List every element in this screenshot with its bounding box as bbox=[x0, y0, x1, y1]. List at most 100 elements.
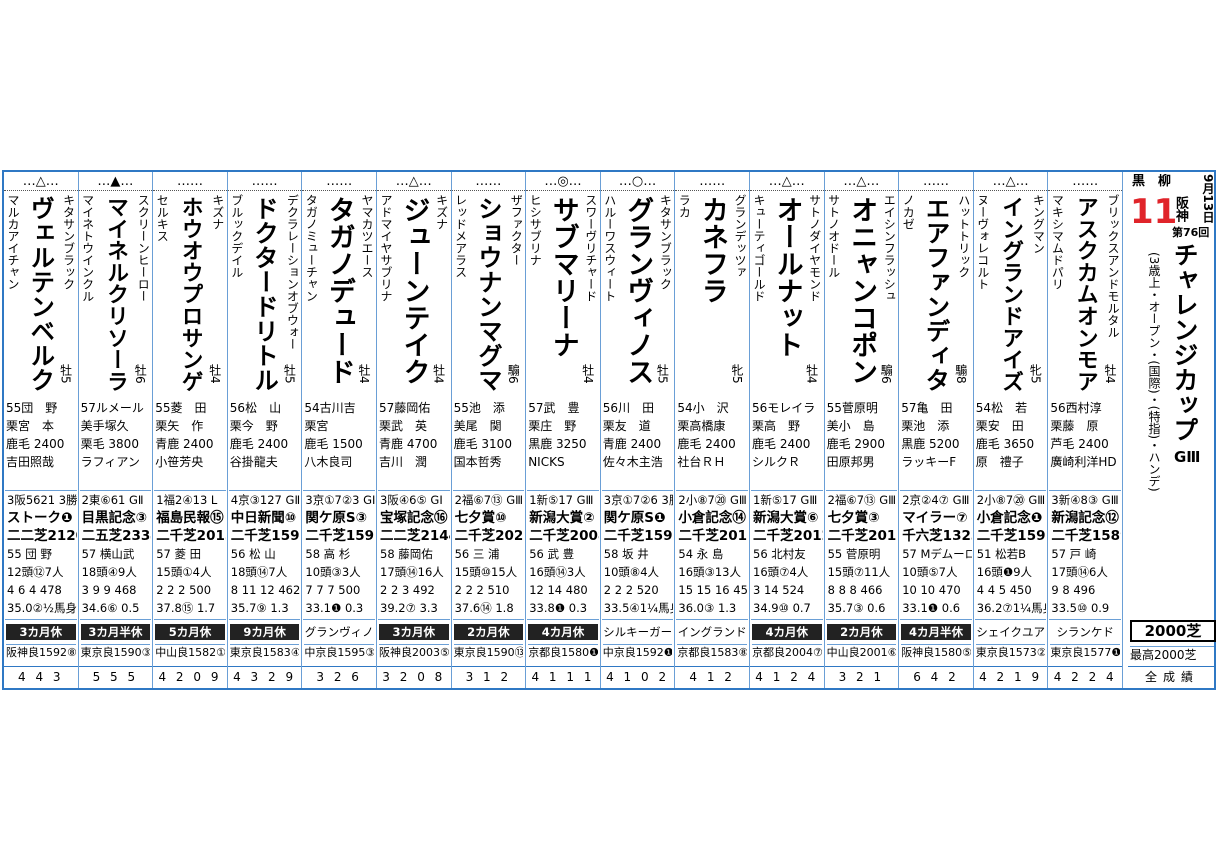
best-time: 東京良1577❶ bbox=[1050, 644, 1120, 659]
coat-prize: 芦毛 2400 bbox=[1050, 437, 1109, 451]
best-time: 中山良2001⑥ bbox=[826, 644, 897, 659]
previous-race-line: ストーク❶ bbox=[7, 510, 73, 526]
previous-race-line: 3 14 524 bbox=[753, 583, 805, 597]
previous-race-line: 36.2⑦1¼馬身 bbox=[976, 601, 1047, 615]
previous-race-line: 七夕賞③ bbox=[827, 510, 880, 526]
previous-race-line: 七夕賞⑩ bbox=[454, 510, 507, 526]
career-record: 4 4 3 11 bbox=[4, 666, 78, 688]
rest-period: 3カ月休 bbox=[379, 624, 449, 640]
trainer: 栗宮 本 bbox=[6, 419, 55, 433]
owner: 吉川 潤 bbox=[379, 455, 428, 469]
previous-race-line: 1福2④13 L bbox=[156, 493, 218, 507]
previous-race-line: 33.1❶ 0.6 bbox=[902, 601, 961, 615]
rest-period: 4カ月休 bbox=[528, 624, 598, 640]
edition: 第76回 bbox=[1172, 226, 1210, 239]
dam: セルキス bbox=[155, 194, 170, 242]
horse-column: …◎… スワーヴリチャード ヒシサブリナ サブマリーナ 牡4 57武 豊栗庄 野黒鹿 32… bbox=[526, 172, 601, 688]
coat-prize: 鹿毛 1500 bbox=[304, 437, 363, 451]
previous-race-line: 54 永 島 bbox=[678, 547, 724, 561]
previous-race-line: 16頭⑦4人 bbox=[753, 565, 809, 579]
previous-race-line: 10 10 470 bbox=[902, 583, 961, 597]
sire: サトノダイヤモンド bbox=[807, 194, 822, 302]
previous-race-line: 12頭⑫7人 bbox=[7, 565, 64, 579]
sex-age: 牡6 bbox=[133, 364, 148, 384]
race-winner: グランヴィノ bbox=[304, 625, 374, 639]
previous-race-line: 千六芝1323 bbox=[902, 528, 972, 544]
coat-prize: 青鹿 2400 bbox=[155, 437, 214, 451]
sex-age: 牡4 bbox=[804, 364, 819, 384]
dam: サトノオドール bbox=[826, 194, 841, 278]
trainer: 栗藤 原 bbox=[1050, 419, 1099, 433]
previous-race-line: 12 14 480 bbox=[529, 583, 588, 597]
best-time: 阪神良1592⑧ bbox=[6, 644, 76, 659]
previous-race-line: 3新④8③ GⅢ bbox=[1051, 493, 1119, 507]
previous-race-line: 二二芝2144 bbox=[380, 528, 450, 544]
rest-period: 5カ月休 bbox=[155, 624, 225, 640]
owner: 佐々木主浩 bbox=[602, 455, 663, 469]
best-time: 東京良1583④ bbox=[229, 644, 300, 659]
coat-prize: 鹿毛 2400 bbox=[752, 437, 811, 451]
best-time: 京都良1583⑧ bbox=[677, 644, 747, 659]
horse-column: …… キズナ セルキス ホウオウプロサンゲ 牡4 55菱 田栗矢 作青鹿 2400 小笹芳央… bbox=[153, 172, 228, 688]
prediction-mark: …… bbox=[153, 174, 227, 191]
owner: 谷掛龍夫 bbox=[229, 455, 278, 469]
previous-race-line: 2京②4⑦ GⅢ bbox=[902, 493, 970, 507]
prediction-mark: …○… bbox=[600, 174, 675, 191]
jockey: 54松 若 bbox=[975, 401, 1028, 415]
previous-race: 2京②4⑦ GⅢ マイラー⑦ 千六芝1323 57 Mデムーロ 10頭⑤7人 10 10 … bbox=[900, 490, 972, 620]
previous-race-line: 34.6⑥ 0.5 bbox=[81, 601, 140, 615]
previous-race-line: 小倉記念❶ bbox=[976, 510, 1043, 526]
prediction-mark: …… bbox=[1048, 174, 1122, 191]
career-record: 3 2 0 8 bbox=[377, 666, 451, 687]
previous-race-line: マイラー⑦ bbox=[902, 510, 968, 526]
previous-race-line: 15頭⑦11人 bbox=[827, 565, 891, 579]
jockey: 55池 添 bbox=[453, 401, 505, 415]
race-date: 9月13日 bbox=[1201, 174, 1215, 224]
coat-prize: 栗毛 3800 bbox=[80, 437, 139, 451]
race-title: チャレンジカップ bbox=[1170, 242, 1199, 442]
best-time: 京都良1580❶ bbox=[528, 644, 598, 659]
previous-race-line: 2小⑧7⑳ GⅢ bbox=[678, 493, 747, 507]
sex-age: 騸6 bbox=[506, 364, 521, 384]
previous-race-line: 二千芝1599 bbox=[976, 528, 1047, 544]
previous-race-line: 15 15 16 452 bbox=[678, 583, 748, 597]
previous-race: 3新④8③ GⅢ 新潟記念⑫ 二千芝1589 57 戸 崎 17頭⑭6人 9 8 496 3… bbox=[1049, 490, 1121, 620]
prediction-mark: …△… bbox=[4, 174, 78, 191]
previous-race-line: 4 4 5 450 bbox=[976, 583, 1032, 597]
previous-race-line: 15頭①4人 bbox=[156, 565, 212, 579]
coat-prize: 鹿毛 3650 bbox=[975, 437, 1035, 451]
jockey: 56川 田 bbox=[602, 401, 655, 415]
previous-race-line: 8 11 12 462 bbox=[230, 583, 301, 597]
sex-age: 牡4 bbox=[431, 364, 446, 384]
prediction-mark: …… bbox=[227, 174, 302, 191]
sire: ザファクター bbox=[509, 194, 524, 266]
coat-prize: 黒鹿 5200 bbox=[901, 437, 960, 451]
jockey: 56西村淳 bbox=[1050, 401, 1102, 415]
prediction-mark: …△… bbox=[824, 174, 899, 191]
previous-race-line: 二千芝2023 bbox=[454, 528, 525, 544]
trainer: 栗宮 bbox=[304, 419, 329, 433]
previous-race-line: 56 松 山 bbox=[230, 547, 276, 561]
career-record: 4 1 1 1 bbox=[526, 666, 600, 687]
owner: シルクＲ bbox=[752, 455, 801, 469]
dam: マルカアイチャン bbox=[6, 194, 20, 290]
previous-race-line: 35.0②½馬身 bbox=[7, 601, 77, 615]
race-card: 黒 柳 9月13日 11 阪神 第76回 チャレンジカップ GⅢ (3歳上・オー… bbox=[2, 170, 1216, 690]
horse-column: …… デクラレーションオブウォー ブルックデイル ドクタードリトル 牡5 56松 山栗今 … bbox=[227, 172, 303, 688]
trainer: 美尾 関 bbox=[453, 419, 502, 433]
horse-column: …△… キタサンブラック マルカアイチャン ヴェルテンベルク 牡5 55団 野栗宮 本鹿毛… bbox=[4, 172, 79, 688]
coat-prize: 鹿毛 2400 bbox=[229, 437, 289, 451]
dam: ブルックデイル bbox=[229, 194, 244, 278]
rest-period: 3カ月休 bbox=[6, 624, 76, 640]
venue: 阪神 bbox=[1173, 196, 1188, 222]
race-winner: イングランド bbox=[677, 625, 747, 639]
previous-race-line: 39.2⑦ 3.3 bbox=[380, 601, 438, 615]
horse-name: サブマリーナ bbox=[547, 196, 579, 358]
trainer: 栗池 添 bbox=[901, 419, 950, 433]
horse-name: ショウナンマグマ bbox=[474, 196, 504, 392]
race-number: 11 bbox=[1130, 192, 1178, 232]
best-time: 東京良1590⑬ bbox=[453, 644, 524, 659]
previous-race-line: 二千芝1589 bbox=[1051, 528, 1121, 544]
